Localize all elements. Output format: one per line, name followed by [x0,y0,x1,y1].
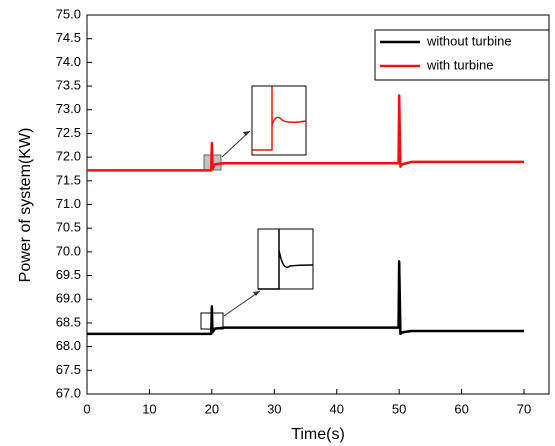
x-tick-label: 60 [454,401,468,416]
y-tick-label: 70.0 [56,243,81,258]
y-tick-label: 73.5 [56,78,81,93]
series-line [87,260,525,336]
legend: without turbine with turbine [374,29,550,81]
y-tick-label: 68.0 [56,338,81,353]
y-tick-label: 72.0 [56,149,81,164]
x-tick-label: 10 [142,401,156,416]
inset-curve [252,86,307,151]
y-tick-label: 75.0 [56,6,81,21]
x-tick-label: 40 [329,401,343,416]
y-axis-title: Power of system(KW) [17,128,34,283]
x-tick-label: 50 [392,401,406,416]
inset-box [257,228,314,290]
zoom-arrow [223,290,261,317]
y-tick-label: 71.5 [56,172,81,187]
legend-label: with turbine [426,57,493,72]
y-tick-label: 69.0 [56,291,81,306]
y-tick-label: 71.0 [56,196,81,211]
x-tick-label: 30 [267,401,281,416]
y-tick-label: 73.0 [56,101,81,116]
y-tick-label: 69.5 [56,267,81,282]
x-tick-label: 70 [517,401,531,416]
x-axis-title: Time(s) [291,426,345,443]
y-tick-label: 74.5 [56,30,81,45]
y-tick-label: 74.0 [56,54,81,69]
arrow-head [253,291,260,296]
legend-label: without turbine [426,33,512,48]
y-tick-label: 67.0 [56,385,81,400]
y-tick-label: 72.5 [56,125,81,140]
x-tick-label: 20 [205,401,219,416]
y-tick-label: 70.5 [56,220,81,235]
y-tick-label: 68.5 [56,314,81,329]
inset-box [251,85,307,156]
y-tick-label: 67.5 [56,362,81,377]
x-tick-label: 0 [83,401,90,416]
series-line [87,94,525,172]
arrow-head [243,131,250,136]
inset-curve [258,229,314,290]
zoom-arrow [221,130,251,158]
legend-box [374,29,550,81]
